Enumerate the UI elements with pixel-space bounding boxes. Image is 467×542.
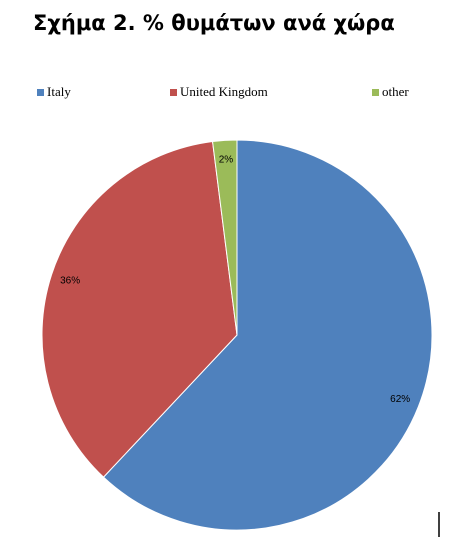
legend-label: United Kingdom xyxy=(180,84,268,99)
legend-swatch xyxy=(37,89,44,96)
data-label: 2% xyxy=(219,154,234,165)
legend-label: other xyxy=(382,84,409,99)
legend-swatch xyxy=(372,89,379,96)
data-label: 36% xyxy=(60,275,80,286)
legend-swatch xyxy=(170,89,177,96)
data-label: 62% xyxy=(390,394,410,405)
pie-slice xyxy=(212,139,238,336)
legend-label: Italy xyxy=(47,84,71,99)
pie-slice xyxy=(41,140,238,478)
pie-slice xyxy=(102,139,433,531)
chart-title: Σχήμα 2. % θυμάτων ανά χώρα xyxy=(33,11,395,35)
